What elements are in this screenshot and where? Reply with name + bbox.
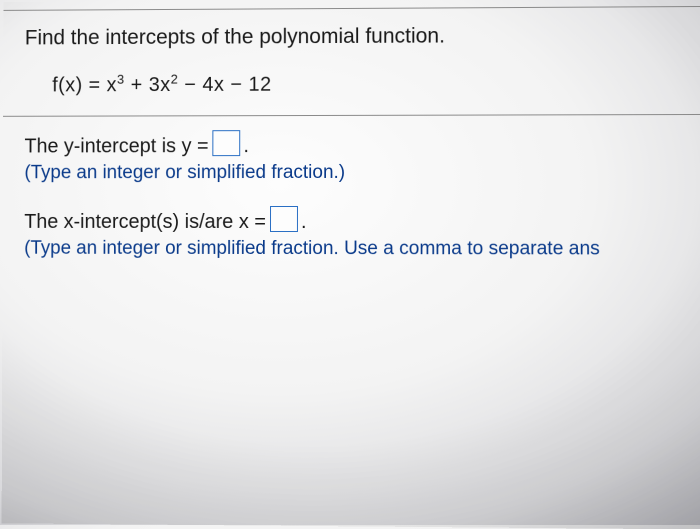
question-block: Find the intercepts of the polynomial fu… — [3, 7, 700, 115]
x-intercept-hint: (Type an integer or simplified fraction.… — [24, 237, 682, 260]
answer-block: The y-intercept is y = . (Type an intege… — [3, 115, 700, 261]
y-intercept-line: The y-intercept is y = . — [24, 129, 681, 158]
x-intercept-input[interactable] — [270, 206, 298, 232]
equation-part: + 3x — [125, 74, 171, 96]
equation-part: f(x) = x — [52, 74, 117, 96]
x-intercept-label-pre: The x-intercept(s) is/are x = — [24, 211, 266, 234]
equation-part: − 4x − 12 — [178, 74, 271, 96]
x-intercept-label-post: . — [301, 211, 307, 234]
equation: f(x) = x3 + 3x2 − 4x − 12 — [25, 70, 682, 98]
x-intercept-line: The x-intercept(s) is/are x = . — [24, 206, 682, 234]
y-intercept-input[interactable] — [213, 130, 241, 156]
question-prompt: Find the intercepts of the polynomial fu… — [25, 23, 682, 50]
y-intercept-label-post: . — [243, 135, 249, 158]
equation-exp2: 2 — [171, 72, 179, 87]
y-intercept-label-pre: The y-intercept is y = — [24, 135, 208, 158]
y-intercept-hint: (Type an integer or simplified fraction.… — [24, 161, 681, 184]
